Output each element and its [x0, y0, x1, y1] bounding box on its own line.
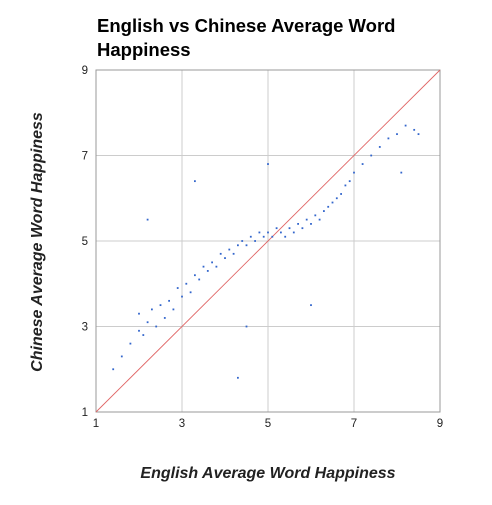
data-point	[254, 240, 256, 242]
data-point	[271, 236, 273, 238]
data-point	[289, 227, 291, 229]
data-point	[362, 163, 364, 165]
data-point	[203, 266, 205, 268]
data-point	[185, 283, 187, 285]
x-axis-ticks: 1 3 5 7 9	[93, 418, 443, 430]
data-point	[353, 172, 355, 174]
y-tick-label: 5	[82, 236, 88, 248]
data-point	[237, 377, 239, 379]
y-tick-label: 7	[82, 151, 88, 163]
data-point	[263, 236, 265, 238]
x-tick-label: 9	[437, 418, 443, 430]
y-tick-label: 9	[82, 65, 88, 77]
data-point	[276, 227, 278, 229]
y-tick-label: 3	[82, 322, 88, 334]
data-point	[259, 232, 261, 234]
data-point	[388, 138, 390, 140]
data-point	[198, 279, 200, 281]
data-point	[405, 125, 407, 127]
data-point	[216, 266, 218, 268]
data-point	[177, 287, 179, 289]
data-point	[233, 253, 235, 255]
data-point	[190, 291, 192, 293]
data-point	[418, 133, 420, 135]
data-point	[181, 296, 183, 298]
x-tick-label: 7	[351, 418, 357, 430]
data-point	[314, 214, 316, 216]
y-axis-title: Chinese Average Word Happiness	[29, 112, 46, 372]
data-point	[267, 163, 269, 165]
data-point	[310, 304, 312, 306]
data-point	[379, 146, 381, 148]
x-tick-label: 3	[179, 418, 185, 430]
data-point	[121, 356, 123, 358]
data-point	[340, 193, 342, 195]
x-tick-label: 5	[265, 418, 271, 430]
data-point	[280, 232, 282, 234]
data-point	[319, 219, 321, 221]
data-point	[284, 236, 286, 238]
data-point	[151, 309, 153, 311]
data-point	[332, 202, 334, 204]
data-point	[246, 326, 248, 328]
data-point	[293, 232, 295, 234]
data-point	[327, 206, 329, 208]
data-point	[297, 223, 299, 225]
data-point	[138, 313, 140, 315]
data-point	[400, 172, 402, 174]
data-point	[345, 185, 347, 187]
data-point	[241, 240, 243, 242]
data-point	[370, 155, 372, 157]
data-point	[130, 343, 132, 345]
data-point	[267, 232, 269, 234]
data-point	[173, 309, 175, 311]
x-tick-label: 1	[93, 418, 99, 430]
data-point	[349, 180, 351, 182]
data-point	[207, 270, 209, 272]
data-point	[228, 249, 230, 251]
y-tick-label: 1	[82, 407, 88, 419]
data-point	[413, 129, 415, 131]
data-point	[112, 368, 114, 370]
data-point	[310, 223, 312, 225]
data-point	[168, 300, 170, 302]
data-point	[138, 330, 140, 332]
data-point	[237, 244, 239, 246]
data-point	[164, 317, 166, 319]
data-point	[336, 197, 338, 199]
data-point	[160, 304, 162, 306]
data-point	[194, 180, 196, 182]
data-point	[246, 244, 248, 246]
data-point	[302, 227, 304, 229]
data-point	[142, 334, 144, 336]
data-point	[147, 219, 149, 221]
data-point	[323, 210, 325, 212]
y-axis-ticks: 9 7 5 3 1	[82, 65, 88, 419]
data-point	[306, 219, 308, 221]
data-points	[112, 125, 419, 379]
data-point	[250, 236, 252, 238]
data-point	[155, 326, 157, 328]
data-point	[147, 321, 149, 323]
data-point	[224, 257, 226, 259]
data-point	[211, 261, 213, 263]
data-point	[194, 274, 196, 276]
x-axis-title: English Average Word Happiness	[140, 465, 395, 482]
data-point	[220, 253, 222, 255]
data-point	[396, 133, 398, 135]
